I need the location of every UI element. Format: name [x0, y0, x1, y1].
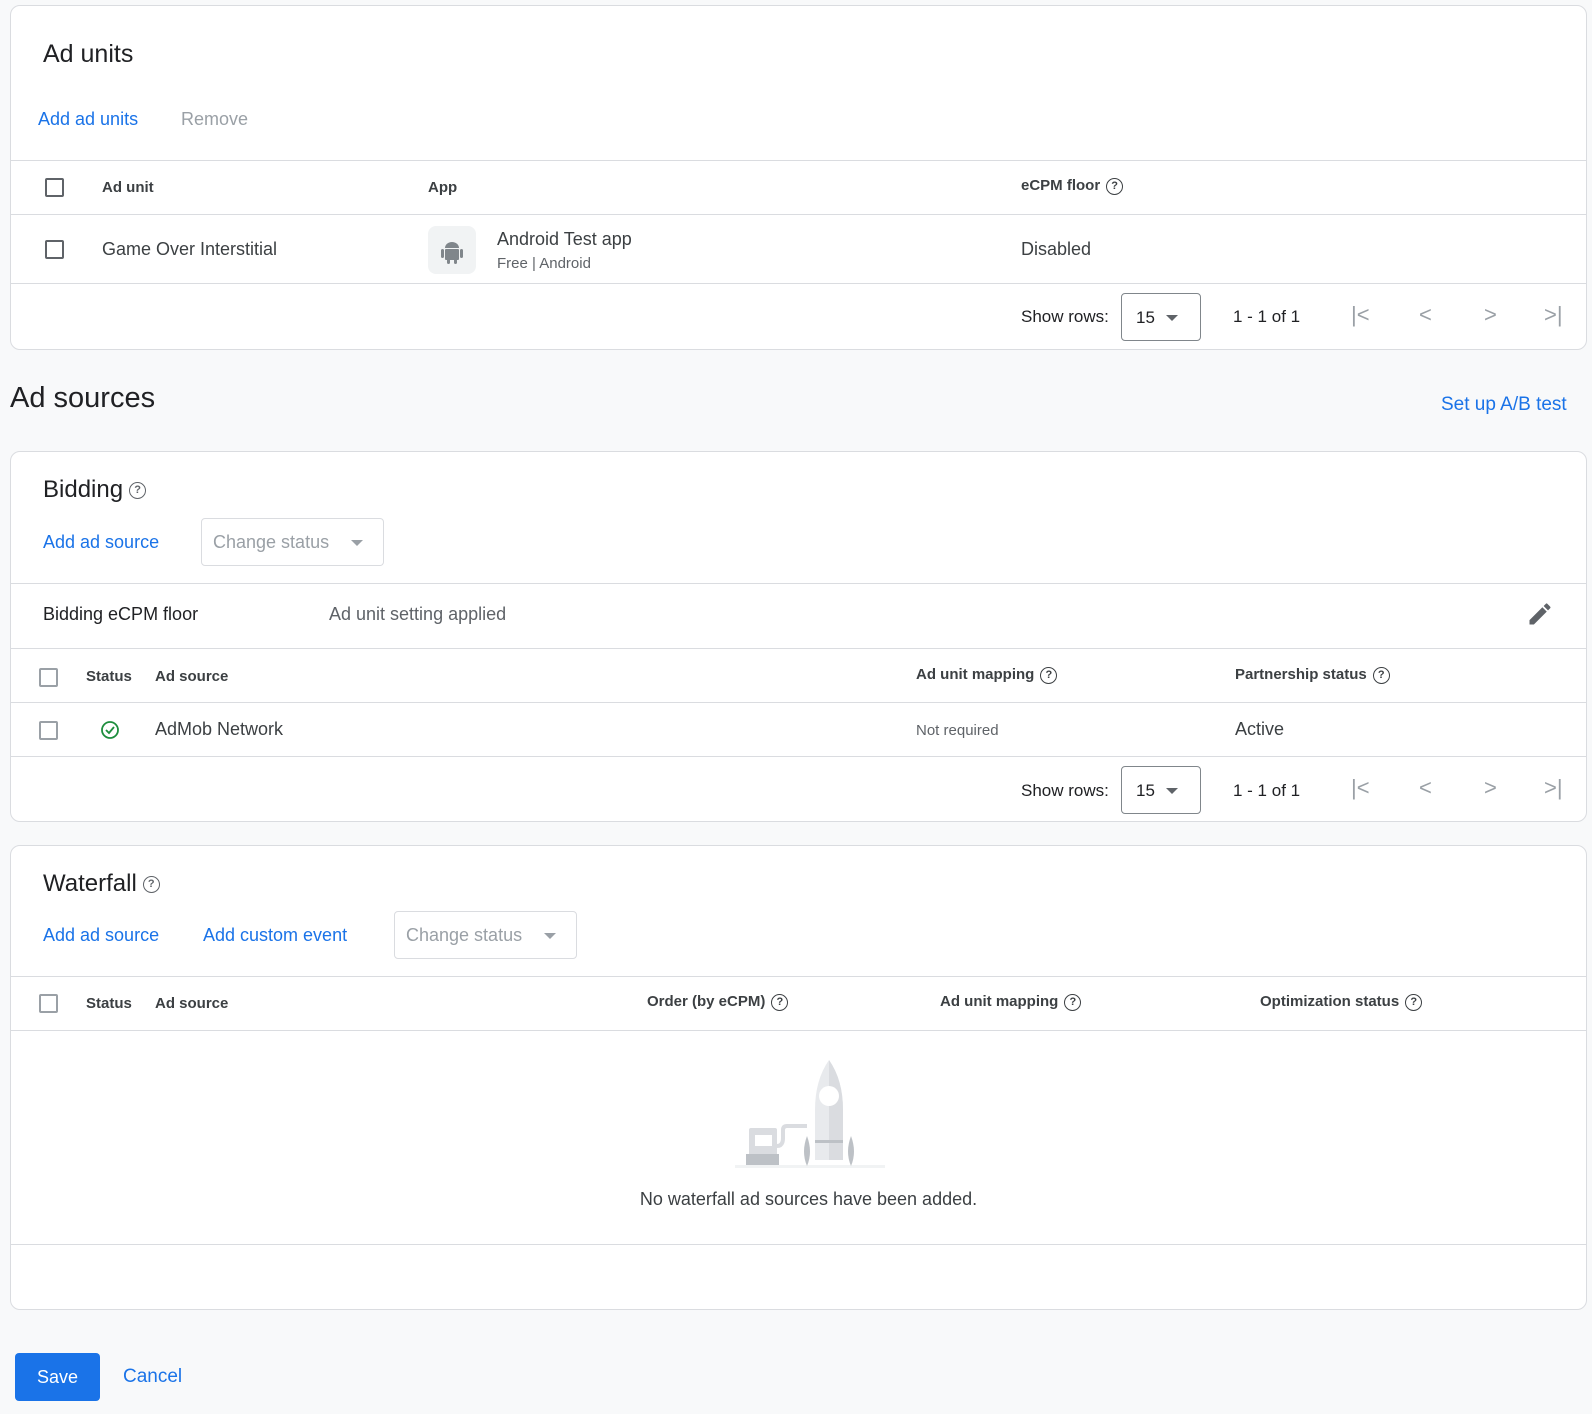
caret-down-icon: [544, 933, 556, 939]
col-label: Ad unit mapping: [916, 666, 1035, 683]
col-label: Order (by eCPM): [647, 993, 766, 1010]
add-ad-source-link[interactable]: Add ad source: [43, 925, 160, 945]
ecpm-floor-value: Disabled: [1021, 239, 1092, 259]
pagination-range: 1 - 1 of 1: [1233, 307, 1301, 326]
bidding-floor-value: Ad unit setting applied: [329, 604, 507, 624]
col-ad-source: Ad source: [155, 668, 229, 685]
prev-page-icon[interactable]: <: [1419, 775, 1432, 800]
add-ad-units-link[interactable]: Add ad units: [38, 109, 139, 129]
last-page-icon[interactable]: >|: [1544, 775, 1563, 800]
bidding-card: Bidding? Add ad source Change status Bid…: [10, 451, 1587, 822]
ad-source-name: AdMob Network: [155, 719, 284, 739]
col-ad-unit: Ad unit: [102, 179, 154, 196]
ad-sources-title: Ad sources: [10, 382, 156, 414]
row-checkbox[interactable]: [39, 721, 58, 740]
change-status-dropdown[interactable]: Change status: [394, 911, 577, 959]
caret-down-icon: [351, 540, 363, 546]
select-all-checkbox[interactable]: [39, 994, 58, 1013]
partnership-status-value: Active: [1235, 719, 1285, 739]
col-app: App: [428, 179, 458, 196]
add-custom-event-link[interactable]: Add custom event: [203, 925, 348, 945]
caret-down-icon: [1166, 788, 1178, 794]
rows-per-page-value: 15: [1136, 308, 1155, 327]
add-ad-source-link[interactable]: Add ad source: [43, 532, 160, 552]
waterfall-card: Waterfall? Add ad source Add custom even…: [10, 845, 1587, 1310]
divider: [11, 160, 1586, 161]
show-rows-label: Show rows:: [1021, 307, 1109, 326]
col-label: Ad unit mapping: [940, 993, 1059, 1010]
empty-state-message: No waterfall ad sources have been added.: [639, 1189, 978, 1209]
show-rows-label: Show rows:: [1021, 781, 1109, 800]
help-icon[interactable]: ?: [142, 876, 160, 894]
select-all-checkbox[interactable]: [45, 178, 64, 197]
col-label: Optimization status: [1260, 993, 1400, 1010]
change-status-label: Change status: [213, 532, 330, 552]
app-name: Android Test app: [497, 229, 632, 249]
col-ad-source: Ad source: [155, 995, 229, 1012]
waterfall-title: Waterfall?: [43, 870, 160, 898]
col-ad-unit-mapping: Ad unit mapping?: [916, 666, 1058, 684]
next-page-icon[interactable]: >: [1484, 302, 1497, 327]
caret-down-icon: [1166, 315, 1178, 321]
help-icon[interactable]: ?: [1372, 666, 1390, 684]
col-ecpm-floor-label: eCPM floor: [1021, 177, 1101, 194]
ab-test-link[interactable]: Set up A/B test: [1441, 394, 1567, 415]
cancel-button[interactable]: Cancel: [123, 1366, 183, 1387]
check-circle-icon: [100, 720, 120, 745]
pagination-range: 1 - 1 of 1: [1233, 781, 1301, 800]
waterfall-title-text: Waterfall: [43, 870, 137, 897]
help-icon[interactable]: ?: [129, 482, 147, 500]
android-icon: [428, 226, 476, 274]
col-ecpm-floor: eCPM floor?: [1021, 177, 1124, 195]
select-all-checkbox[interactable]: [39, 668, 58, 687]
bidding-floor-label: Bidding eCPM floor: [43, 604, 199, 624]
change-status-label: Change status: [406, 925, 523, 945]
app-meta: Free | Android: [497, 255, 591, 272]
prev-page-icon[interactable]: <: [1419, 302, 1432, 327]
col-status: Status: [86, 995, 132, 1012]
help-icon[interactable]: ?: [1040, 666, 1058, 684]
help-icon[interactable]: ?: [1064, 993, 1082, 1011]
col-optimization-status: Optimization status?: [1260, 993, 1423, 1011]
next-page-icon[interactable]: >: [1484, 775, 1497, 800]
col-status: Status: [86, 668, 132, 685]
help-icon[interactable]: ?: [1405, 993, 1423, 1011]
bidding-title-text: Bidding: [43, 476, 124, 503]
save-button[interactable]: Save: [15, 1353, 100, 1401]
first-page-icon[interactable]: |<: [1351, 302, 1370, 327]
row-checkbox[interactable]: [45, 240, 64, 259]
first-page-icon[interactable]: |<: [1351, 775, 1370, 800]
col-order: Order (by eCPM)?: [647, 993, 789, 1011]
ad-unit-mapping-value: Not required: [916, 722, 999, 739]
col-partnership-status: Partnership status?: [1235, 666, 1390, 684]
remove-link[interactable]: Remove: [181, 109, 249, 129]
rows-per-page-value: 15: [1136, 781, 1155, 800]
change-status-dropdown[interactable]: Change status: [201, 518, 384, 566]
bidding-title: Bidding?: [43, 476, 147, 504]
ad-unit-name: Game Over Interstitial: [102, 239, 278, 259]
col-ad-unit-mapping: Ad unit mapping?: [940, 993, 1082, 1011]
col-label: Partnership status: [1235, 666, 1367, 683]
help-icon[interactable]: ?: [771, 993, 789, 1011]
rows-per-page-select[interactable]: 15: [1121, 766, 1201, 814]
ad-units-card: Ad units Add ad units Remove Ad unit App…: [10, 5, 1587, 350]
rows-per-page-select[interactable]: 15: [1121, 293, 1201, 341]
edit-pencil-icon[interactable]: [1526, 600, 1554, 633]
last-page-icon[interactable]: >|: [1544, 302, 1563, 327]
ad-units-title: Ad units: [43, 40, 134, 68]
help-icon[interactable]: ?: [1106, 177, 1124, 195]
rocket-illustration: [725, 1056, 885, 1173]
